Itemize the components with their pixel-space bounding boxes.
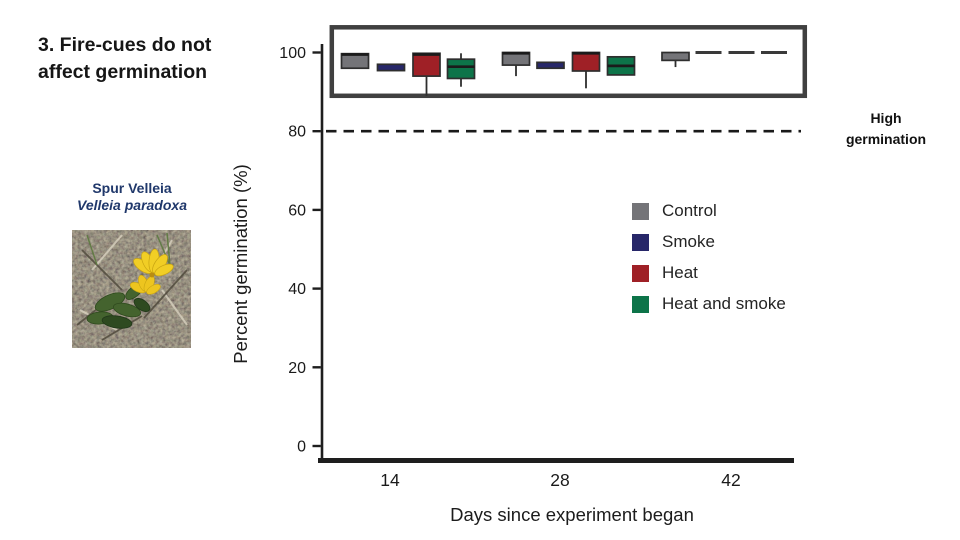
legend-item: Heat and smoke: [632, 294, 786, 313]
legend-label: Heat: [662, 263, 698, 282]
box-smoke: [536, 61, 565, 70]
x-tick-label: 14: [380, 470, 400, 490]
species-caption: Spur Velleia Velleia paradoxa: [51, 180, 213, 214]
legend-label: Smoke: [662, 232, 715, 251]
box-heat-and-smoke: [446, 58, 476, 80]
reference-line-annotation: High germination: [845, 110, 927, 147]
x-tick-label: 28: [550, 470, 569, 490]
x-tick-label: 42: [721, 470, 740, 490]
legend-item: Smoke: [632, 232, 786, 251]
slide-title: 3. Fire-cues do not affect germination: [38, 34, 212, 83]
box-control: [340, 52, 370, 70]
box-heat: [412, 52, 441, 77]
y-tick-label: 40: [288, 281, 306, 298]
legend-label: Heat and smoke: [662, 294, 786, 313]
chart-legend: Control Smoke Heat Heat and smoke: [632, 201, 786, 313]
legend-item: Heat: [632, 263, 786, 282]
y-tick-label: 0: [297, 439, 306, 456]
species-photo: [72, 230, 191, 348]
y-tick-label: 60: [288, 202, 306, 219]
legend-swatch: [632, 295, 649, 313]
legend-swatch: [632, 233, 649, 251]
x-axis-title: Days since experiment began: [450, 504, 694, 525]
species-common-name: Spur Velleia: [92, 180, 172, 196]
y-tick-label: 100: [279, 45, 306, 62]
y-tick-label: 20: [288, 360, 306, 377]
legend-item: Control: [632, 201, 786, 220]
highlight-box: [329, 25, 808, 99]
box-control: [661, 51, 690, 62]
box-heat: [571, 51, 601, 72]
legend-swatch: [632, 264, 649, 282]
species-latin-name: Velleia paradoxa: [77, 197, 187, 214]
legend-swatch: [632, 202, 649, 220]
legend-label: Control: [662, 201, 717, 220]
flower: [129, 248, 174, 295]
box-smoke: [376, 63, 406, 72]
y-tick-label: 80: [288, 124, 306, 141]
